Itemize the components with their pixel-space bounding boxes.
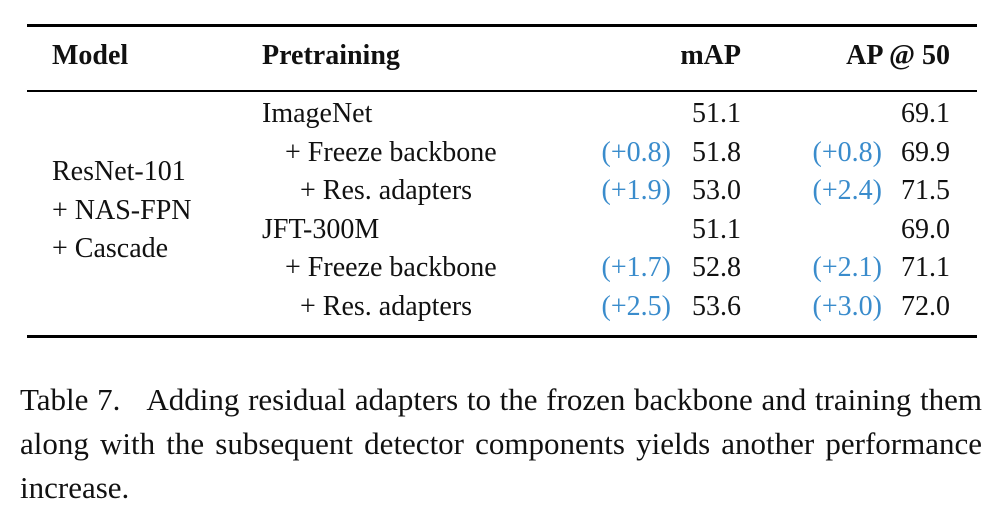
map-delta: (+1.7) — [601, 252, 671, 284]
model-line: + Cascade — [52, 233, 169, 265]
ap50-delta: (+2.1) — [812, 252, 882, 284]
model-line: ResNet-101 — [52, 156, 186, 187]
header-cell: AP @ 50 — [846, 40, 950, 71]
caption-label: Table 7. — [20, 382, 121, 417]
caption: Table 7. Adding residual adapters to the… — [20, 378, 982, 510]
ap50-delta: (+2.4) — [812, 175, 882, 207]
top-rule — [27, 24, 977, 27]
ap50-delta: (+0.8) — [812, 136, 882, 168]
ap50-value: 72.0 — [901, 291, 950, 322]
pretraining-variant: + Freeze backbone — [285, 136, 497, 168]
bottom-rule — [27, 335, 977, 338]
pretraining-variant: + Freeze backbone — [285, 252, 497, 284]
model-line: + NAS-FPN — [52, 194, 192, 226]
map-delta: (+0.8) — [601, 136, 671, 168]
pretraining-variant: + Res. adapters — [300, 291, 473, 322]
pretraining-variant: + Res. adapters — [300, 175, 473, 207]
map-delta: (+1.9) — [601, 175, 671, 207]
ap50-value: 69.9 — [901, 136, 950, 168]
caption-text: Adding residual adapters to the frozen b… — [20, 382, 983, 505]
map-delta: (+2.5) — [601, 291, 671, 322]
map-value: 53.6 — [692, 291, 741, 322]
header-cell: mAP — [680, 40, 741, 71]
header-cell: Model — [52, 40, 129, 71]
map-value: 53.0 — [692, 175, 741, 207]
map-value: 51.1 — [692, 98, 741, 129]
pretraining: ImageNet — [262, 98, 373, 129]
header-cell: Pretraining — [262, 40, 400, 71]
ap50-delta: (+3.0) — [812, 291, 882, 322]
ap50-value: 69.1 — [901, 98, 950, 129]
header-rule — [27, 90, 977, 92]
map-value: 52.8 — [692, 252, 741, 284]
pretraining: JFT-300M — [262, 213, 380, 245]
ap50-value: 71.1 — [901, 252, 950, 284]
map-value: 51.8 — [692, 136, 741, 168]
map-value: 51.1 — [692, 213, 741, 245]
ap50-value: 69.0 — [901, 213, 950, 245]
ap50-value: 71.5 — [901, 175, 950, 207]
